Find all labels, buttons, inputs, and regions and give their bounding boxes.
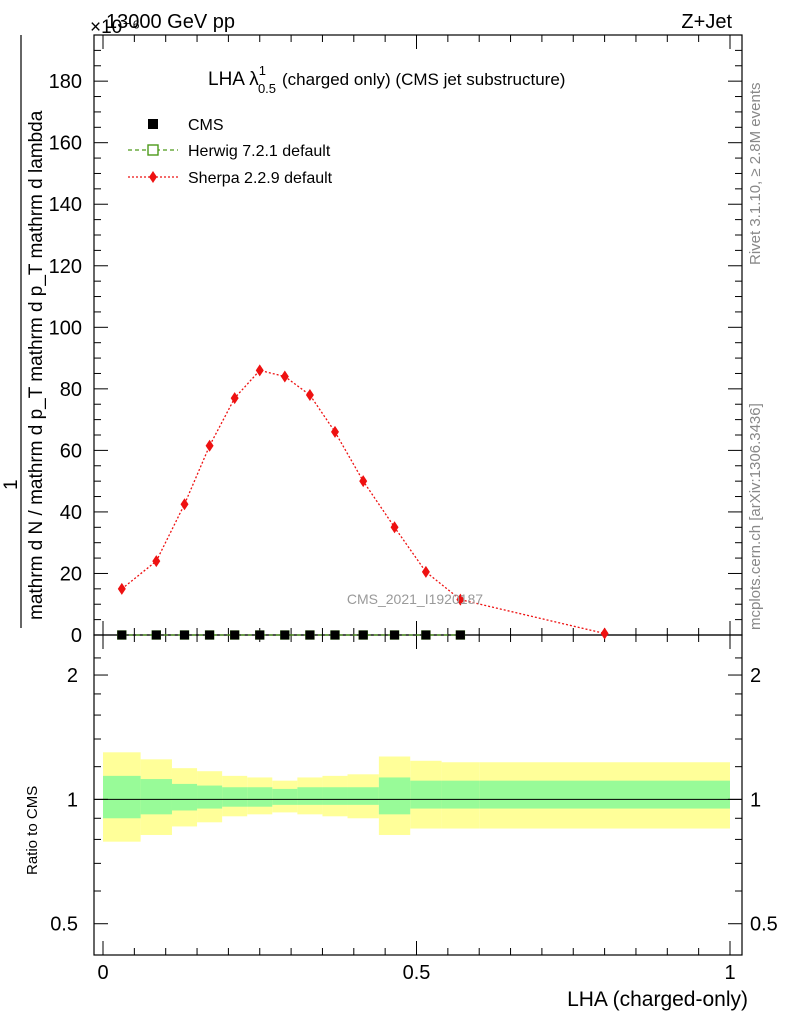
ratio-band-stat-bin xyxy=(272,788,298,805)
ratio-y-ticks: 0.5 0.5 1 1 2 2 xyxy=(50,657,778,936)
cms-point xyxy=(358,630,368,640)
main-y-label: 1 mathrm d N / mathrm d p_T mathrm d p_T… xyxy=(1,35,47,628)
ratio-band-stat-bin xyxy=(347,787,379,805)
main-y-tick-label: 40 xyxy=(60,502,82,524)
x-ticks: 0 0.5 1 xyxy=(97,35,736,984)
sherpa-point xyxy=(456,593,465,606)
ratio-y-tick-label: 2 xyxy=(67,665,78,687)
legend-label: Herwig 7.2.1 default xyxy=(188,143,331,160)
ratio-band-stat-bin xyxy=(297,787,323,805)
x-axis-label: LHA (charged-only) xyxy=(567,988,748,1011)
legend-marker-sherpa xyxy=(149,171,157,183)
sherpa-point xyxy=(152,555,161,568)
watermark: CMS_2021_I1920187 xyxy=(347,591,483,607)
sherpa-point xyxy=(280,370,289,383)
ratio-band-stat-bin xyxy=(140,779,172,815)
cms-point xyxy=(205,630,215,640)
exponent-label: ×10⁻⁶ xyxy=(90,17,140,38)
mcplots-label: mcplots.cern.ch [arXiv:1306.3436] xyxy=(747,403,764,630)
sherpa-point xyxy=(230,392,239,405)
ratio-band-stat-bin xyxy=(247,787,273,807)
sherpa-point xyxy=(180,498,189,511)
plot-title: LHA λ1 0.5 (charged only) (CMS jet substru… xyxy=(208,63,565,96)
cms-point xyxy=(117,630,127,640)
main-y-tick-label: 0 xyxy=(71,625,82,647)
y-label-numerator: mathrm d N / mathrm d p_T mathrm d p_T m… xyxy=(26,110,47,620)
sherpa-point xyxy=(305,389,314,401)
ratio-band-stat-bin xyxy=(378,777,411,815)
cms-point xyxy=(230,630,240,640)
cms-point xyxy=(455,630,465,640)
ratio-band-stat-bin xyxy=(322,787,348,805)
plot-title-main: LHA λ xyxy=(208,69,259,90)
y-label-top: 1 xyxy=(1,479,22,490)
cms-point xyxy=(151,630,161,640)
main-y-ticks: 0 20 40 60 80 100 120 140 160 180 xyxy=(49,49,742,647)
cms-point xyxy=(180,630,190,640)
sherpa-point xyxy=(390,521,399,534)
cms-point xyxy=(421,630,431,640)
main-y-tick-label: 160 xyxy=(49,133,82,155)
cms-point xyxy=(255,630,265,640)
sherpa-point xyxy=(600,627,609,640)
ratio-y-tick-label-right: 1 xyxy=(750,789,761,811)
sherpa-point xyxy=(205,439,214,452)
ratio-band-stat-bin xyxy=(479,780,730,809)
sherpa-line xyxy=(121,369,605,635)
main-y-tick-label: 80 xyxy=(60,379,82,401)
ratio-band-stat-bin xyxy=(222,787,248,807)
sherpa-point xyxy=(117,582,126,595)
cms-point xyxy=(305,630,315,640)
main-y-tick-label: 180 xyxy=(49,71,82,93)
x-tick-label: 0 xyxy=(97,962,108,984)
main-y-tick-label: 140 xyxy=(49,194,82,216)
process-label: Z+Jet xyxy=(681,11,732,33)
legend-label: Sherpa 2.2.9 default xyxy=(188,170,333,187)
ratio-y-label: Ratio to CMS xyxy=(24,786,41,875)
ratio-bands xyxy=(103,752,730,842)
main-y-tick-label: 100 xyxy=(49,317,82,339)
ratio-band-stat-bin xyxy=(410,780,442,809)
ratio-y-tick-label: 1 xyxy=(67,789,78,811)
energy-label: 13000 GeV pp xyxy=(106,11,235,33)
plot-title-rest: (charged only) (CMS jet substructure) xyxy=(282,70,565,89)
cms-point xyxy=(330,630,340,640)
x-tick-label: 0.5 xyxy=(403,962,431,984)
plot-title-sub: 0.5 xyxy=(258,81,276,96)
ratio-band-stat-bin xyxy=(103,775,141,819)
ratio-y-tick-label-right: 2 xyxy=(750,665,761,687)
sherpa-point xyxy=(359,475,368,488)
main-y-tick-label: 120 xyxy=(49,256,82,278)
x-tick-label: 1 xyxy=(724,962,735,984)
sherpa-point xyxy=(421,565,430,578)
ratio-y-tick-label-right: 0.5 xyxy=(750,914,778,936)
plot-title-sup: 1 xyxy=(259,63,266,78)
sherpa-point xyxy=(330,425,339,438)
ratio-band-stat-bin xyxy=(441,780,480,809)
ratio-band-stat-bin xyxy=(197,785,223,809)
legend-label: CMS xyxy=(188,117,224,134)
cms-point xyxy=(390,630,400,640)
rivet-label: Rivet 3.1.10, ≥ 2.8M events xyxy=(747,83,764,266)
legend: CMS Herwig 7.2.1 default Sherpa 2.2.9 defa… xyxy=(128,117,333,187)
sherpa-point xyxy=(255,364,264,377)
ratio-band-stat-bin xyxy=(171,783,198,811)
main-y-tick-label: 20 xyxy=(60,563,82,585)
cms-point xyxy=(280,630,290,640)
legend-marker-cms xyxy=(148,119,158,129)
main-y-tick-label: 60 xyxy=(60,440,82,462)
legend-marker-herwig xyxy=(147,144,159,156)
ratio-y-tick-label: 0.5 xyxy=(50,914,78,936)
series-layer xyxy=(117,364,609,640)
